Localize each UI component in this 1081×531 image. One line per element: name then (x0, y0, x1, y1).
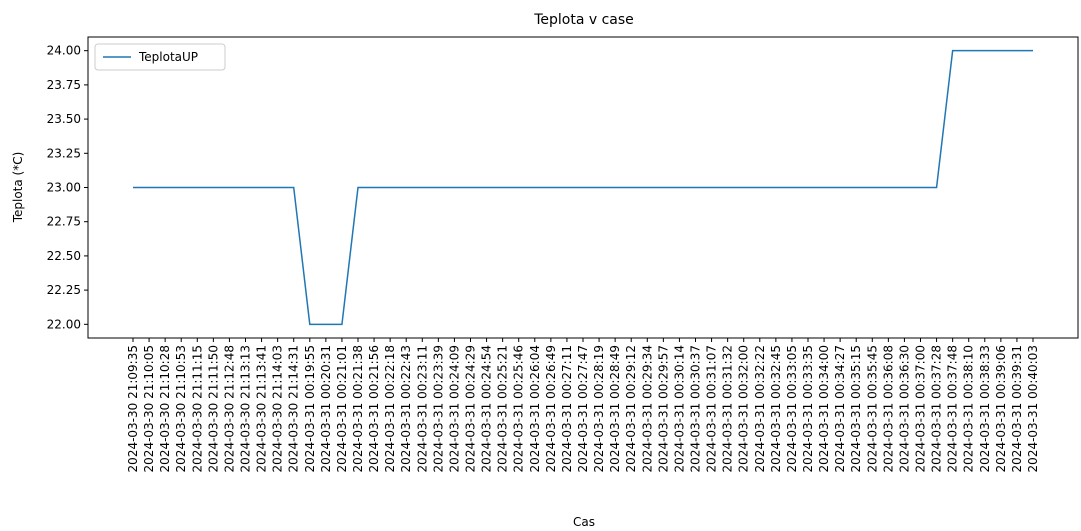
line-series (133, 49, 1033, 326)
chart-title: Teplota v case (533, 12, 634, 28)
x-tick-label: 2024-03-31 00:30:14 (672, 345, 686, 472)
x-tick-label: 2024-03-31 00:39:06 (994, 345, 1008, 472)
x-tick-label: 2024-03-31 00:33:35 (801, 345, 815, 472)
x-tick-label: 2024-03-30 21:10:53 (174, 345, 188, 472)
x-tick-label: 2024-03-31 00:28:49 (608, 345, 622, 472)
x-tick-label: 2024-03-31 00:24:29 (464, 345, 478, 472)
x-tick-label: 2024-03-30 21:13:41 (255, 345, 269, 472)
x-tick-label: 2024-03-31 00:31:07 (705, 345, 719, 472)
x-tick-label: 2024-03-31 00:24:54 (480, 345, 494, 472)
y-tick-label: 22.00 (47, 317, 81, 331)
x-tick-label: 2024-03-31 00:31:32 (721, 345, 735, 472)
x-tick-label: 2024-03-31 00:25:46 (512, 345, 526, 472)
x-tick-label: 2024-03-31 00:19:55 (303, 345, 317, 472)
x-tick-label: 2024-03-31 00:22:18 (383, 345, 397, 472)
x-tick-label: 2024-03-31 00:36:30 (897, 345, 911, 472)
x-tick-label: 2024-03-31 00:24:09 (447, 345, 461, 472)
x-tick-label: 2024-03-31 00:32:22 (753, 345, 767, 472)
x-tick-label: 2024-03-31 00:35:15 (849, 345, 863, 472)
x-tick-label: 2024-03-30 21:11:15 (190, 345, 204, 472)
x-tick-label: 2024-03-31 00:30:37 (689, 345, 703, 472)
y-tick-label: 23.00 (47, 181, 81, 195)
y-tick-label: 23.50 (47, 112, 81, 126)
x-tick-label: 2024-03-31 00:26:49 (544, 345, 558, 472)
x-tick-label: 2024-03-31 00:39:31 (1010, 345, 1024, 472)
x-tick-label: 2024-03-31 00:37:28 (930, 345, 944, 472)
x-tick-label: 2024-03-30 21:13:13 (239, 345, 253, 472)
x-tick-label: 2024-03-31 00:29:57 (656, 345, 670, 472)
x-tick-label: 2024-03-30 21:11:50 (206, 345, 220, 472)
x-tick-label: 2024-03-31 00:34:27 (833, 345, 847, 472)
x-tick-label: 2024-03-30 21:14:31 (287, 345, 301, 472)
x-tick-label: 2024-03-31 00:34:00 (817, 345, 831, 472)
x-tick-label: 2024-03-31 00:29:34 (640, 345, 654, 472)
legend-box (94, 43, 226, 71)
x-tick-label: 2024-03-31 00:32:00 (737, 345, 751, 472)
x-tick-label: 2024-03-31 00:37:00 (914, 345, 928, 472)
y-tick-label: 22.25 (47, 283, 81, 297)
x-tick-label: 2024-03-31 00:21:38 (351, 345, 365, 472)
x-tick-label: 2024-03-31 00:22:43 (399, 345, 413, 472)
x-tick-label: 2024-03-31 00:37:48 (946, 345, 960, 472)
x-tick-label: 2024-03-31 00:23:39 (431, 345, 445, 472)
x-tick-label: 2024-03-31 00:29:12 (624, 345, 638, 472)
x-tick-label: 2024-03-31 00:26:04 (528, 345, 542, 472)
x-tick-label: 2024-03-30 21:10:28 (158, 345, 172, 472)
x-tick-label: 2024-03-31 00:38:10 (962, 345, 976, 472)
x-tick-label: 2024-03-31 00:27:47 (576, 345, 590, 472)
x-tick-label: 2024-03-31 00:21:56 (367, 345, 381, 472)
x-axis-label: Cas (573, 515, 595, 529)
y-tick-label: 22.50 (47, 249, 81, 263)
y-tick-label: 24.00 (47, 44, 81, 58)
x-tick-label: 2024-03-31 00:25:21 (496, 345, 510, 472)
x-tick-label: 2024-03-30 21:14:03 (271, 345, 285, 472)
x-tick-label: 2024-03-31 00:28:19 (592, 345, 606, 472)
x-tick-label: 2024-03-30 21:10:05 (142, 345, 156, 472)
x-tick-label: 2024-03-31 00:33:05 (785, 345, 799, 472)
x-tick-label: 2024-03-31 00:36:08 (881, 345, 895, 472)
x-tick-label: 2024-03-31 00:20:31 (319, 345, 333, 472)
y-tick-label: 22.75 (47, 215, 81, 229)
y-tick-label: 23.75 (47, 78, 81, 92)
x-tick-label: 2024-03-31 00:40:03 (1026, 345, 1040, 472)
x-tick-label: 2024-03-30 21:12:48 (222, 345, 236, 472)
x-tick-label: 2024-03-31 00:32:45 (769, 345, 783, 472)
x-tick-label: 2024-03-31 00:35:45 (865, 345, 879, 472)
x-tick-label: 2024-03-31 00:21:01 (335, 345, 349, 472)
x-tick-label: 2024-03-31 00:27:11 (560, 345, 574, 472)
legend-label: TeplotaUP (138, 50, 198, 64)
x-tick-label: 2024-03-30 21:09:35 (126, 345, 140, 472)
y-tick-label: 23.25 (47, 146, 81, 160)
x-tick-label: 2024-03-31 00:23:11 (415, 345, 429, 472)
y-axis-label: Teplota (*C) (11, 152, 25, 224)
x-tick-label: 2024-03-31 00:38:33 (978, 345, 992, 472)
